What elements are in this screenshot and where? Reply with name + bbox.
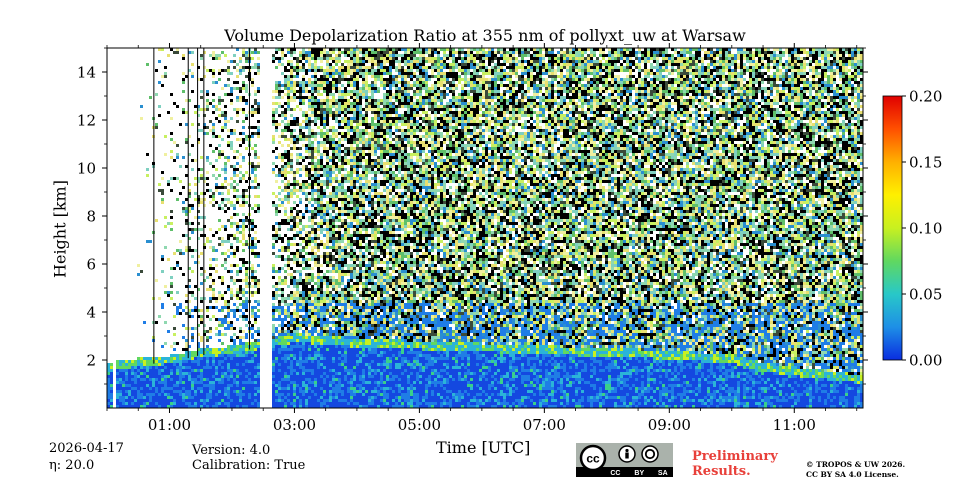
y-tick-label: 10	[77, 160, 96, 178]
x-tick-label: 09:00	[648, 416, 691, 434]
x-tick-label: 07:00	[523, 416, 566, 434]
copyright-line-2: CC BY SA 4.0 License.	[806, 470, 905, 480]
cc-badge-text: CC BY SA	[610, 470, 667, 477]
preliminary-line-1: Preliminary	[692, 449, 778, 464]
x-axis-label: Time [UTC]	[436, 438, 530, 457]
calibration-label: Calibration: True	[192, 458, 305, 474]
date-label: 2026-04-17	[49, 441, 124, 457]
y-axis-label: Height [km]	[51, 180, 70, 278]
cc-license-badge: cc CC BY SA	[576, 443, 673, 477]
x-tick-label: 03:00	[273, 416, 316, 434]
x-tick-label: 01:00	[148, 416, 191, 434]
copyright-line-1: © TROPOS & UW 2026.	[806, 460, 905, 470]
preliminary-notice: Preliminary Results.	[692, 449, 778, 479]
colorbar-tick-label: 0.00	[909, 352, 942, 370]
y-tick-label: 6	[86, 256, 96, 274]
y-tick-label: 2	[86, 352, 96, 370]
preliminary-line-2: Results.	[692, 464, 778, 479]
chart-title: Volume Depolarization Ratio at 355 nm of…	[0, 26, 960, 45]
eta-label: η: 20.0	[49, 458, 94, 474]
colorbar-axis: 0.00 0.05 0.10 0.15 0.20	[902, 88, 942, 370]
x-tick-label: 05:00	[398, 416, 441, 434]
y-axis: 2 4 6 8 10 12 14	[77, 47, 868, 385]
sa-icon	[641, 445, 659, 463]
colorbar-tick-label: 0.10	[909, 220, 942, 238]
colorbar	[882, 95, 903, 361]
colorbar-tick-label: 0.05	[909, 286, 942, 304]
copyright-notice: © TROPOS & UW 2026. CC BY SA 4.0 License…	[806, 460, 905, 480]
x-axis: 01:00 03:00 05:00 07:00 09:00 11:00	[106, 43, 858, 434]
version-label: Version: 4.0	[192, 443, 270, 459]
y-tick-label: 8	[86, 208, 96, 226]
plot-frame	[106, 47, 864, 409]
colorbar-tick-label: 0.20	[909, 88, 942, 106]
y-tick-label: 14	[77, 64, 96, 82]
x-tick-label: 11:00	[773, 416, 816, 434]
colorbar-tick-label: 0.15	[909, 154, 942, 172]
y-tick-label: 12	[77, 112, 96, 130]
y-tick-label: 4	[86, 304, 96, 322]
heatmap-field	[107, 48, 863, 408]
